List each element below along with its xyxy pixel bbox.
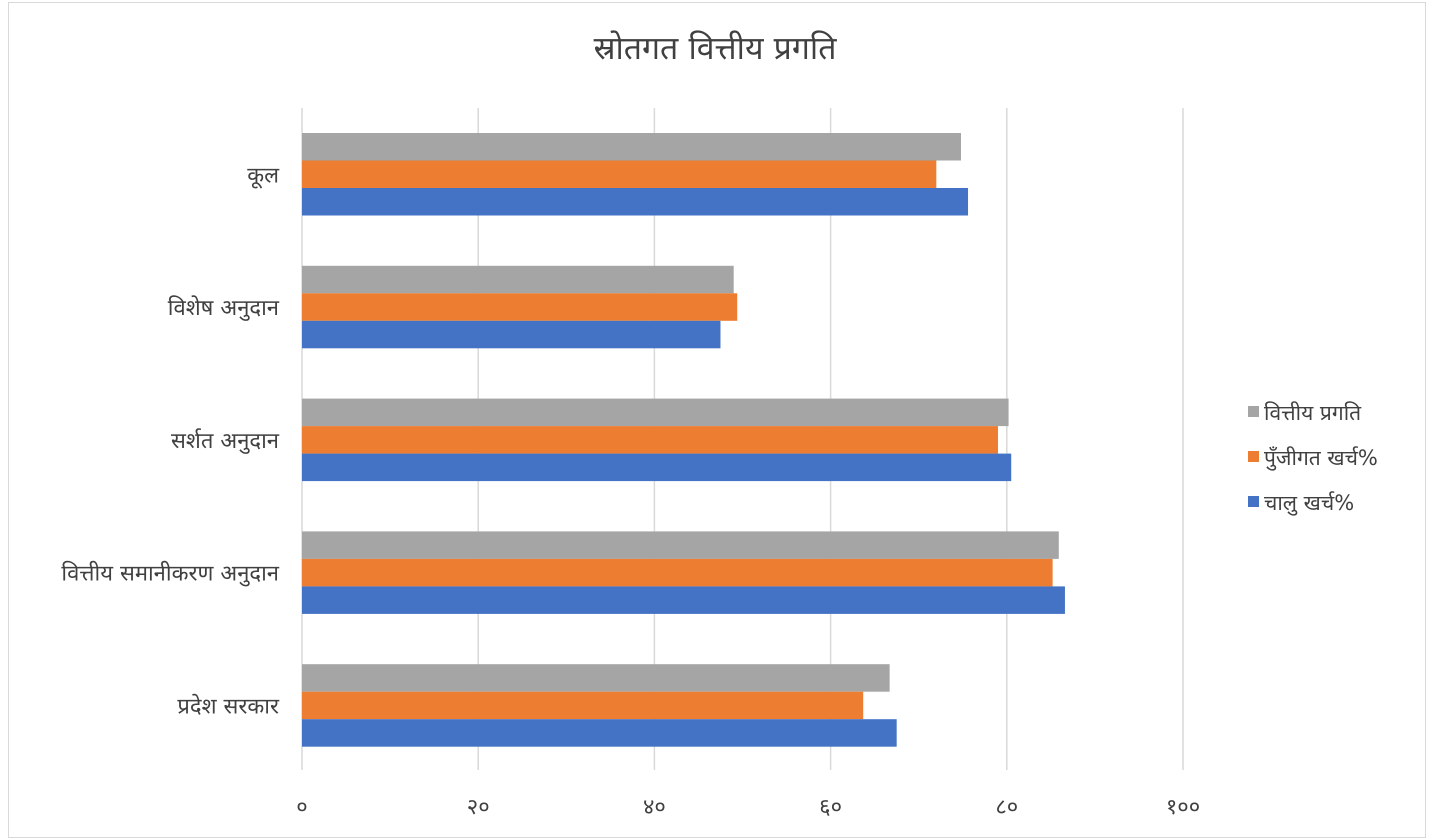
x-tick-label: ० <box>296 795 307 820</box>
category-label: वित्तीय समानीकरण अनुदान <box>61 561 279 587</box>
bar-4-1 <box>302 691 864 720</box>
bar-0-2 <box>302 188 969 216</box>
bar-3-2 <box>302 586 1065 614</box>
x-tick-label: २० <box>467 795 490 820</box>
category-label: प्रदेश सरकार <box>177 693 280 719</box>
legend-swatch-1 <box>1248 451 1259 462</box>
bars <box>302 133 1065 747</box>
bar-0-1 <box>302 160 937 188</box>
axis: ० २० ४० ६० ८० १०० कूल विशेष अनुदान सर्शत अनुदान व… <box>61 163 1200 820</box>
legend-swatch-2 <box>1248 496 1259 507</box>
legend-label-0: वित्तीय प्रगति <box>1264 401 1362 425</box>
bar-2-0 <box>302 398 1009 427</box>
x-tick-label: १०० <box>1166 795 1200 820</box>
category-label: सर्शत अनुदान <box>171 428 280 454</box>
bar-4-2 <box>302 719 897 747</box>
bar-2-1 <box>302 426 998 454</box>
bar-0-0 <box>302 133 961 161</box>
bar-1-1 <box>302 293 738 321</box>
legend: वित्तीय प्रगति पुँजीगत खर्च% चालु खर्च% <box>1248 401 1378 516</box>
bar-1-2 <box>302 320 721 349</box>
bar-3-1 <box>302 558 1053 587</box>
bar-1-0 <box>302 265 734 294</box>
chart-title: स्रोतगत वित्तीय प्रगति <box>593 29 837 67</box>
legend-label-1: पुँजीगत खर्च% <box>1264 446 1378 471</box>
bar-3-0 <box>302 531 1059 559</box>
bar-2-2 <box>302 453 1012 482</box>
x-tick-label: ४० <box>643 795 666 820</box>
bar-4-0 <box>302 664 890 692</box>
x-tick-label: ६० <box>819 795 842 820</box>
legend-swatch-0 <box>1248 406 1259 417</box>
legend-label-2: चालु खर्च% <box>1264 491 1354 516</box>
x-tick-label: ८० <box>995 795 1018 820</box>
category-label: कूल <box>247 163 280 189</box>
category-label: विशेष अनुदान <box>168 295 280 321</box>
